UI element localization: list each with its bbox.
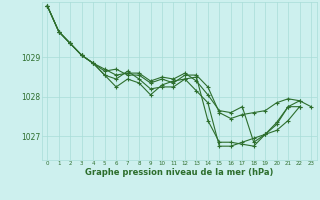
X-axis label: Graphe pression niveau de la mer (hPa): Graphe pression niveau de la mer (hPa) — [85, 168, 273, 177]
